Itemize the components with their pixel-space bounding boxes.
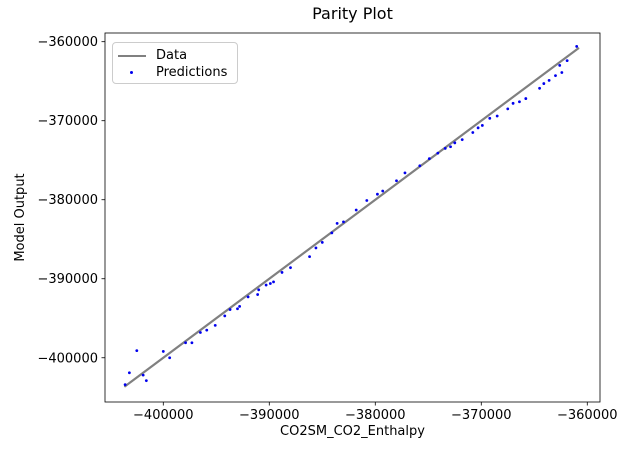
prediction-point [308,255,311,259]
prediction-point [314,246,318,250]
legend-item-data: Data [113,47,237,64]
prediction-point [542,82,546,85]
prediction-point [223,314,227,318]
prediction-point [476,126,480,130]
legend-marker-sample [130,71,133,74]
prediction-point [236,307,239,311]
y-tick-label: −380000 [37,193,98,208]
prediction-point [480,124,484,127]
prediction-point [257,288,261,292]
prediction-point [268,282,272,285]
prediction-point [558,63,562,67]
legend-line-sample [118,54,146,57]
prediction-point [289,266,292,270]
prediction-point [453,141,457,145]
prediction-point [280,271,284,274]
prediction-point [565,59,569,63]
prediction-point [395,179,398,183]
prediction-point [518,100,521,104]
prediction-point [246,295,250,299]
prediction-point [213,323,217,327]
data-line [124,47,580,388]
prediction-point [161,350,165,353]
prediction-point [403,171,407,175]
prediction-point [511,101,515,105]
prediction-point [436,151,440,155]
prediction-point [135,349,139,353]
prediction-point [127,371,131,375]
prediction-point [342,220,345,224]
prediction-point [381,189,385,193]
prediction-point [354,208,358,212]
x-tick-label: −360000 [557,408,618,423]
prediction-point [190,341,194,345]
prediction-point [228,308,232,311]
prediction-point [365,199,369,202]
prediction-point [256,293,260,296]
prediction-point [141,373,145,377]
prediction-point [272,280,275,284]
prediction-point [376,192,379,196]
prediction-point [144,379,148,383]
y-tick-label: −400000 [37,351,98,366]
prediction-point [238,304,242,308]
prediction-point [443,146,447,150]
x-tick-label: −390000 [239,408,300,423]
prediction-point [449,145,452,149]
y-tick-label: −360000 [37,35,98,50]
prediction-point [554,74,557,78]
x-tick-label: −380000 [345,408,406,423]
prediction-point [471,131,475,134]
prediction-point [168,356,172,360]
legend-item-predictions: Predictions [113,64,237,81]
y-tick-label: −390000 [37,272,98,287]
prediction-point [123,383,127,387]
prediction-point [538,86,541,90]
prediction-point [488,116,492,120]
prediction-point [560,71,564,74]
legend: Data Predictions [112,42,238,84]
axes-frame [104,32,601,403]
prediction-point [427,157,431,161]
prediction-point [320,240,324,244]
x-tick-label: −400000 [133,408,194,423]
chart-title: Parity Plot [312,4,393,23]
prediction-point [184,341,187,345]
prediction-point [524,97,528,100]
x-axis-label: CO2SM_CO2_Enthalpy [280,424,425,439]
prediction-point [495,114,499,118]
prediction-point [460,138,464,142]
prediction-point [575,45,579,48]
prediction-point [418,164,422,168]
prediction-point [330,231,334,235]
prediction-point [205,328,209,332]
y-axis-label: Model Output [13,173,28,262]
prediction-point [264,283,268,287]
prediction-point [335,222,339,225]
legend-label-data: Data [156,48,188,63]
prediction-point [198,331,202,334]
x-tick-label: −370000 [451,408,512,423]
prediction-point [506,107,510,111]
legend-label-predictions: Predictions [156,65,228,80]
y-tick-label: −370000 [37,114,98,129]
prediction-point [547,79,551,82]
